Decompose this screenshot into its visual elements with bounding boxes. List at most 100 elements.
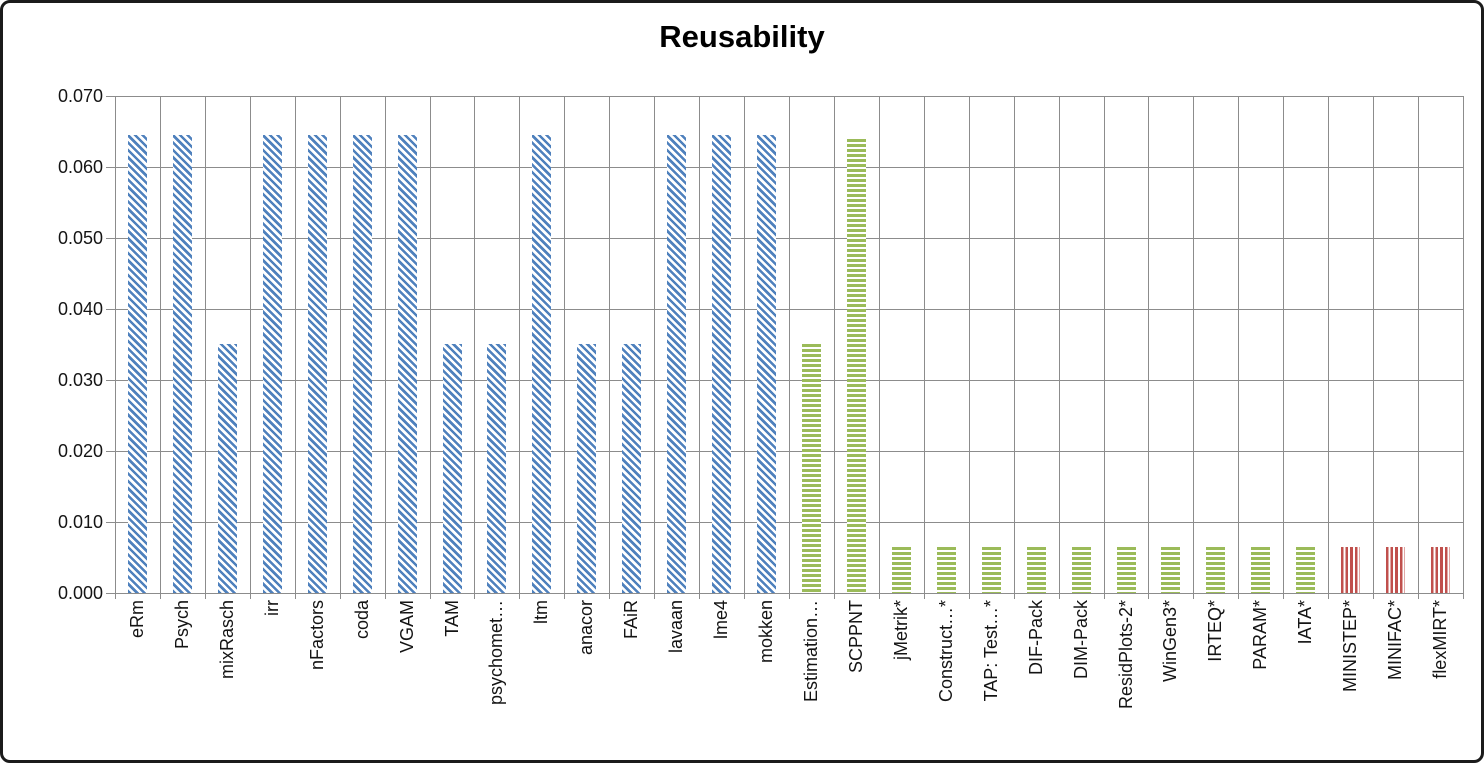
x-tick-mark (340, 593, 341, 599)
x-axis-category-label: mokken (756, 600, 776, 664)
bar-lme4 (712, 135, 731, 593)
x-tick-mark (1463, 593, 1464, 599)
x-axis-category-label: Construct…* (936, 600, 956, 703)
x-gridline (340, 96, 341, 593)
y-gridline (115, 309, 1463, 310)
x-axis-category-label: MINISTEP* (1340, 600, 1360, 693)
x-gridline (1373, 96, 1374, 593)
bar-erm (128, 135, 147, 593)
x-gridline (385, 96, 386, 593)
x-axis-category-label: IATA* (1295, 600, 1315, 645)
x-tick-mark (1418, 593, 1419, 599)
x-tick-mark (385, 593, 386, 599)
x-gridline (1193, 96, 1194, 593)
bar-flexmirt (1431, 547, 1450, 593)
x-gridline (519, 96, 520, 593)
x-gridline (564, 96, 565, 593)
x-tick-mark (1238, 593, 1239, 599)
y-gridline (115, 451, 1463, 452)
bar-minifac (1386, 547, 1405, 593)
bar-mokken (757, 135, 776, 593)
bar-anacor (577, 344, 596, 593)
x-axis-category-label: mixRasch (217, 600, 237, 680)
x-gridline (1014, 96, 1015, 593)
bar-mixrasch (218, 344, 237, 593)
x-gridline (160, 96, 161, 593)
x-gridline (609, 96, 610, 593)
x-tick-mark (1283, 593, 1284, 599)
x-tick-mark (115, 593, 116, 599)
x-axis-category-label: coda (352, 600, 372, 640)
x-tick-mark (654, 593, 655, 599)
y-gridline (115, 96, 1463, 97)
bar-lavaan (667, 135, 686, 593)
y-tick-mark (106, 238, 115, 239)
x-gridline (1238, 96, 1239, 593)
x-tick-mark (789, 593, 790, 599)
bar-tap-test (982, 547, 1001, 593)
x-gridline (205, 96, 206, 593)
y-axis-tick-label: 0.040 (57, 299, 103, 319)
x-tick-mark (609, 593, 610, 599)
bar-ltm (532, 135, 551, 593)
x-tick-mark (834, 593, 835, 599)
y-gridline (115, 522, 1463, 523)
x-axis-category-label: SCPPNT (846, 600, 866, 674)
x-tick-mark (879, 593, 880, 599)
x-gridline (474, 96, 475, 593)
x-axis-category-label: IRTEQ* (1205, 600, 1225, 662)
x-axis-category-label: DIM-Pack (1071, 600, 1091, 680)
x-gridline (654, 96, 655, 593)
x-tick-mark (160, 593, 161, 599)
x-tick-mark (519, 593, 520, 599)
bar-wingen3 (1161, 547, 1180, 593)
y-axis-tick-label: 0.060 (57, 157, 103, 177)
x-axis-category-label: psychomet… (486, 600, 506, 706)
x-axis-category-label: FAiR (621, 600, 641, 640)
x-gridline (1059, 96, 1060, 593)
y-gridline (115, 380, 1463, 381)
bar-residplots-2 (1117, 547, 1136, 593)
x-axis-category-label: DIF-Pack (1026, 600, 1046, 676)
y-tick-mark (106, 96, 115, 97)
x-tick-mark (1104, 593, 1105, 599)
bar-tam (443, 344, 462, 593)
bar-nfactors (308, 135, 327, 593)
y-axis-tick-label: 0.030 (57, 370, 103, 390)
x-axis-category-label: PARAM* (1250, 600, 1270, 670)
x-tick-mark (699, 593, 700, 599)
y-tick-mark (106, 522, 115, 523)
x-axis-category-label: Psych (172, 600, 192, 650)
x-gridline (834, 96, 835, 593)
x-tick-mark (474, 593, 475, 599)
x-gridline (969, 96, 970, 593)
y-tick-mark (106, 380, 115, 381)
y-tick-mark (106, 451, 115, 452)
bar-dim-pack (1072, 547, 1091, 593)
bar-psychomet (487, 344, 506, 593)
x-axis-category-label: nFactors (307, 600, 327, 671)
x-axis-category-label: anacor (576, 600, 596, 656)
x-gridline (250, 96, 251, 593)
x-axis-category-label: lavaan (666, 600, 686, 654)
y-gridline (115, 593, 1463, 594)
x-gridline (924, 96, 925, 593)
x-tick-mark (250, 593, 251, 599)
x-gridline (1148, 96, 1149, 593)
x-axis-category-label: TAP: Test…* (981, 600, 1001, 702)
y-axis-tick-label: 0.000 (57, 583, 103, 603)
bar-vgam (398, 135, 417, 593)
y-axis-tick-label: 0.070 (57, 86, 103, 106)
bar-iata (1296, 547, 1315, 593)
x-tick-mark (430, 593, 431, 599)
bar-estimation (802, 344, 821, 593)
x-tick-mark (969, 593, 970, 599)
bar-psych (173, 135, 192, 593)
x-tick-mark (1059, 593, 1060, 599)
y-axis-tick-label: 0.020 (57, 441, 103, 461)
x-axis-category-label: VGAM (397, 600, 417, 654)
x-tick-mark (295, 593, 296, 599)
x-gridline (1418, 96, 1419, 593)
bar-jmetrik (892, 547, 911, 593)
